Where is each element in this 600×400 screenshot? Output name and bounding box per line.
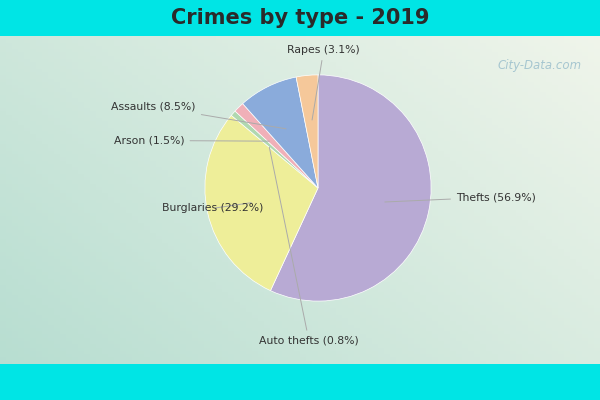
- Text: City-Data.com: City-Data.com: [498, 59, 582, 72]
- Text: Rapes (3.1%): Rapes (3.1%): [287, 45, 360, 120]
- Wedge shape: [232, 111, 318, 188]
- Text: Assaults (8.5%): Assaults (8.5%): [112, 102, 286, 129]
- Text: Auto thefts (0.8%): Auto thefts (0.8%): [259, 147, 359, 346]
- Wedge shape: [242, 77, 318, 188]
- Text: Arson (1.5%): Arson (1.5%): [114, 136, 269, 146]
- Text: Thefts (56.9%): Thefts (56.9%): [385, 192, 536, 202]
- Wedge shape: [235, 104, 318, 188]
- Text: Burglaries (29.2%): Burglaries (29.2%): [162, 203, 263, 213]
- Wedge shape: [271, 75, 431, 301]
- Wedge shape: [205, 115, 318, 291]
- Wedge shape: [296, 75, 318, 188]
- Text: Crimes by type - 2019: Crimes by type - 2019: [171, 8, 429, 28]
